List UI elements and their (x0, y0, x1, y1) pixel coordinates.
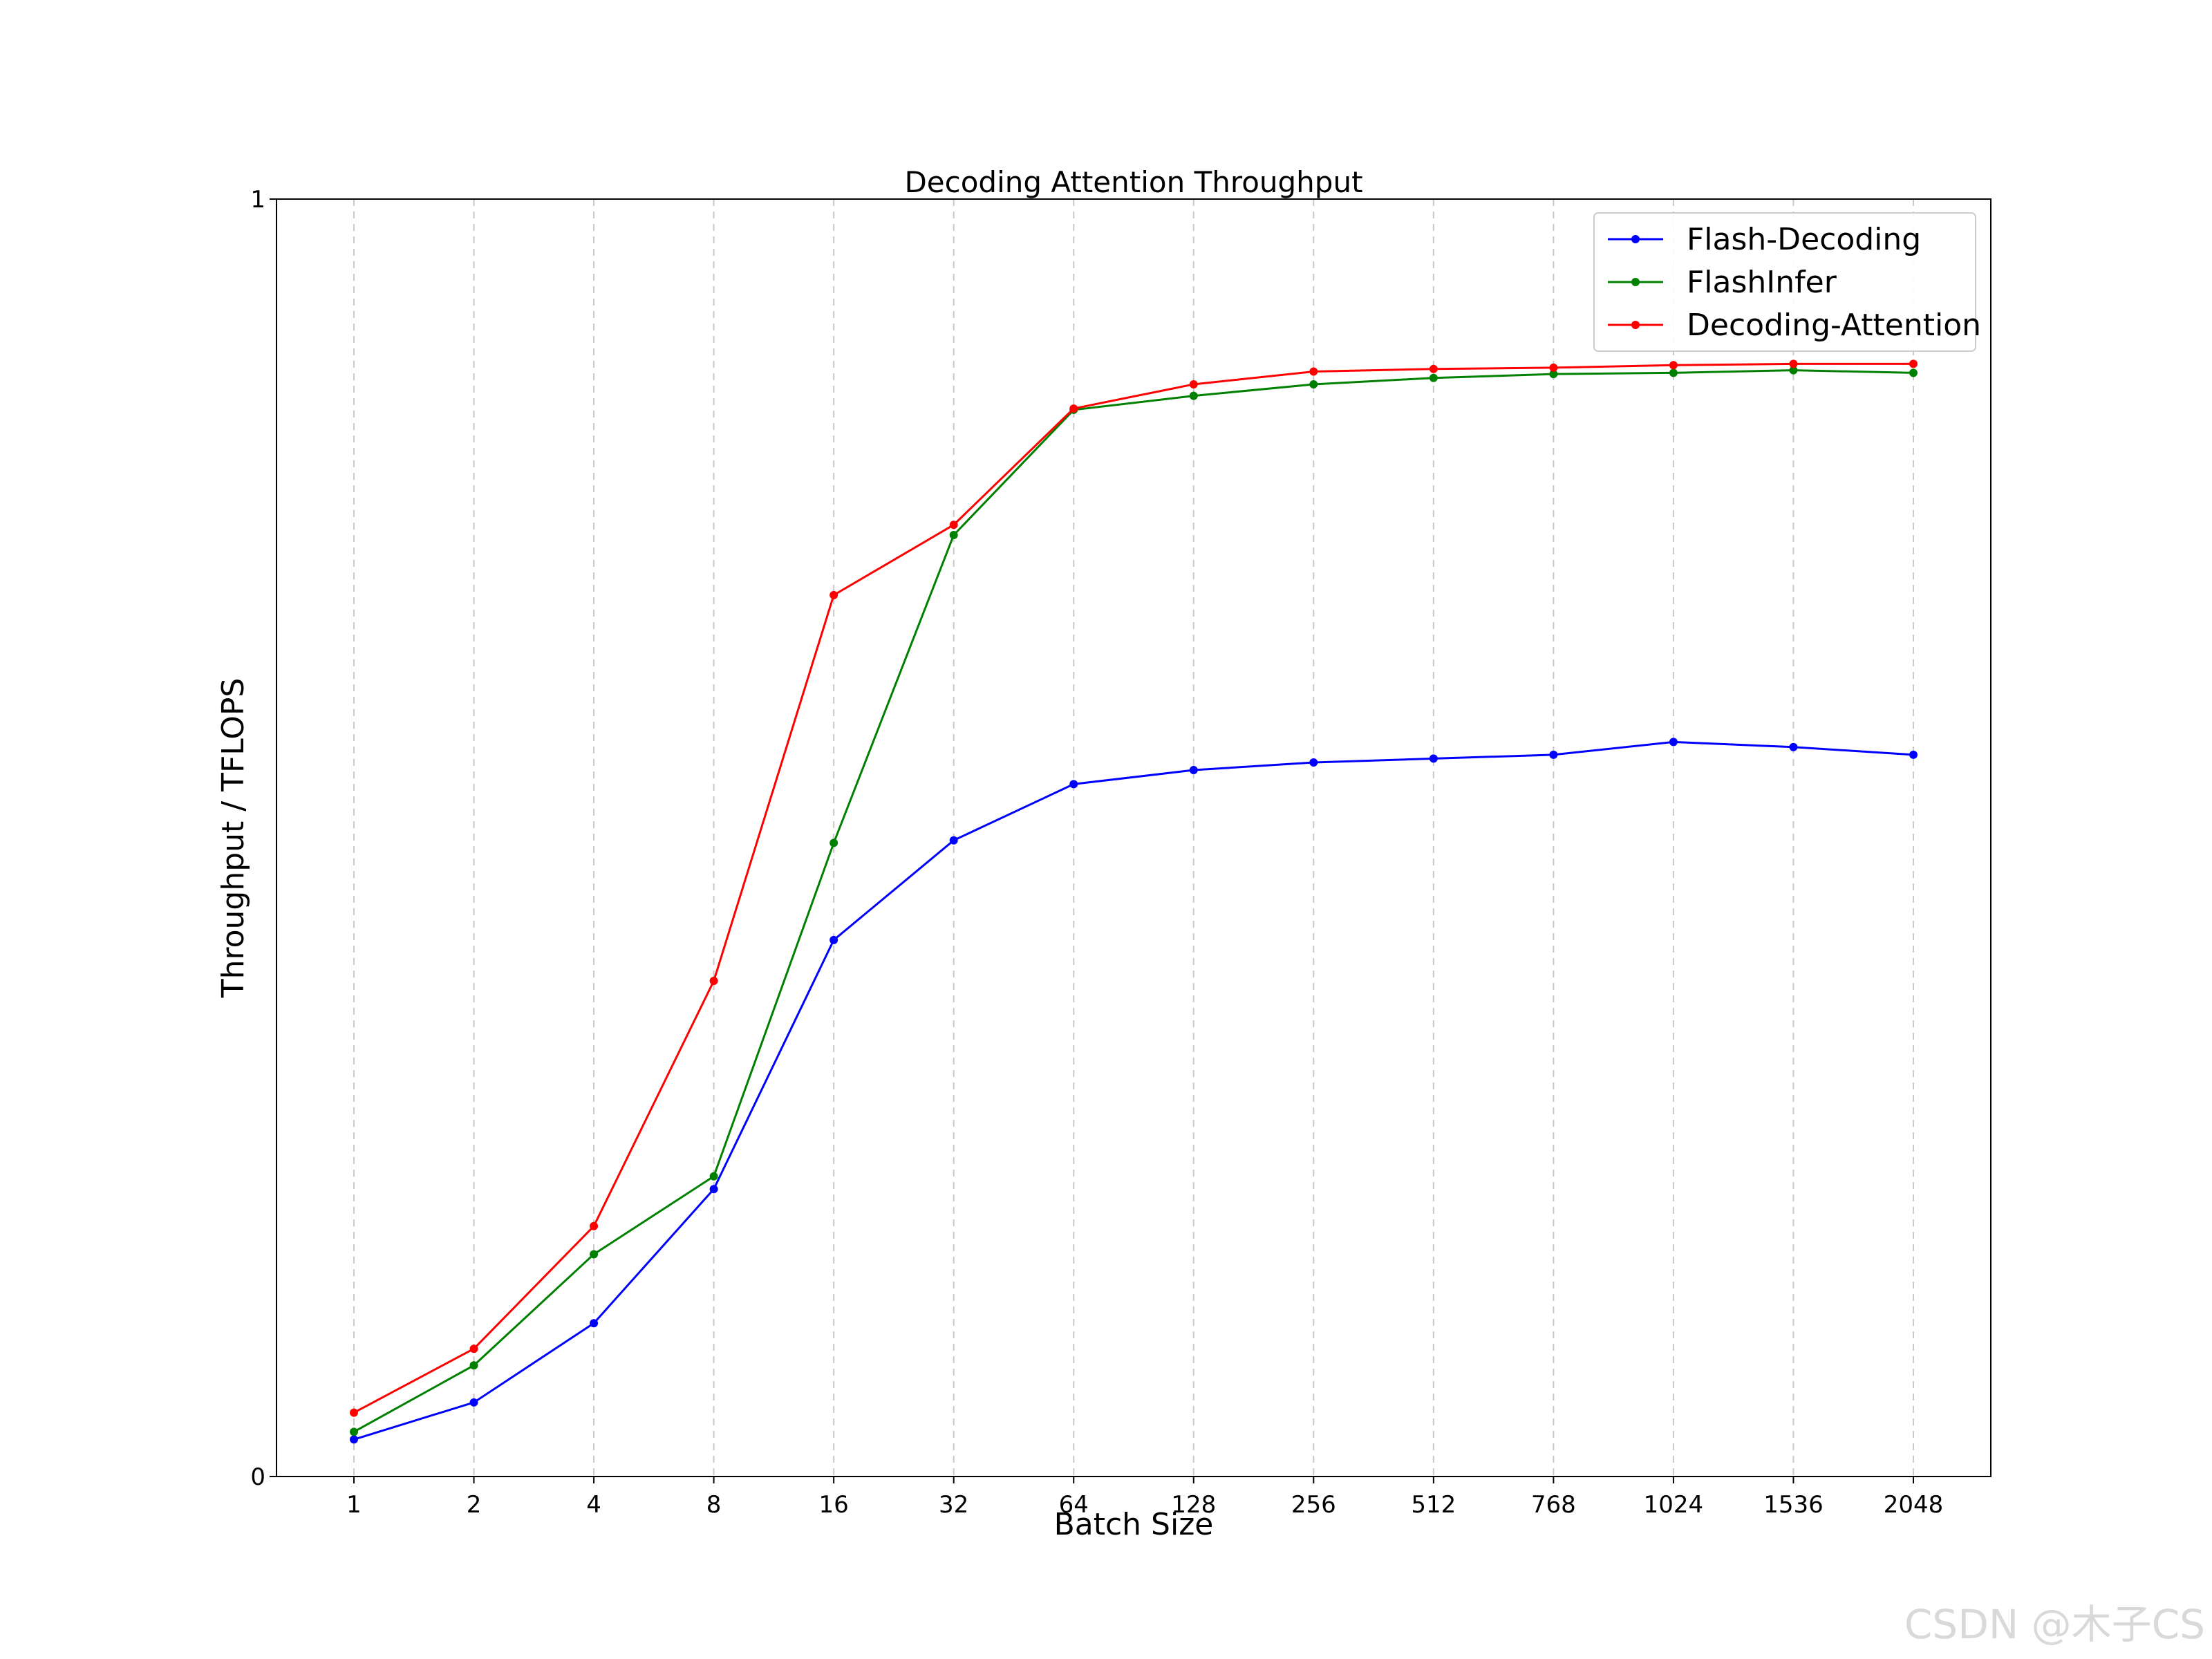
data-point-flash-decoding (1549, 750, 1558, 759)
data-point-flashinfer (590, 1250, 599, 1259)
legend-label: Decoding-Attention (1687, 308, 1981, 343)
series-line-flashinfer (353, 369, 1914, 1433)
data-point-decoding-attention (469, 1344, 478, 1353)
legend-item-flash-decoding: Flash-Decoding (1608, 222, 1921, 257)
data-point-flash-decoding (1789, 742, 1798, 751)
x-tick-label: 128 (1171, 1491, 1216, 1519)
data-point-flashinfer (1669, 368, 1678, 377)
data-point-decoding-attention (1189, 379, 1198, 388)
x-tick-label: 1 (346, 1491, 362, 1519)
axis-ticks: 1 2 4 8 16 32 64 128 256 512 768 1024 1536 2048 0 1 (250, 186, 1943, 1519)
data-point-flash-decoding (1669, 738, 1678, 747)
data-point-flash-decoding (350, 1435, 358, 1444)
data-point-flashinfer (1909, 368, 1918, 377)
x-tick-label: 256 (1291, 1491, 1336, 1519)
legend-label: Flash-Decoding (1687, 222, 1921, 257)
data-point-decoding-attention (830, 590, 838, 599)
legend: Flash-Decoding FlashInfer Decoding-Attenti… (1593, 212, 1981, 352)
x-tick-label: 4 (586, 1491, 601, 1519)
data-point-flash-decoding (1309, 758, 1318, 767)
data-point-decoding-attention (1309, 367, 1318, 376)
data-point-decoding-attention (1909, 359, 1918, 368)
data-point-flashinfer (350, 1427, 358, 1436)
data-point-flashinfer (1309, 379, 1318, 388)
data-point-flashinfer (949, 531, 958, 540)
data-point-flash-decoding (709, 1185, 718, 1194)
legend-label: FlashInfer (1687, 265, 1837, 300)
y-tick-label: 0 (250, 1463, 265, 1491)
legend-item-flashinfer: FlashInfer (1608, 265, 1837, 300)
series-line-decoding-attention (353, 362, 1913, 1414)
y-tick-label: 1 (250, 186, 265, 214)
data-point-decoding-attention (709, 976, 718, 985)
x-tick-label: 1024 (1644, 1491, 1704, 1519)
series-lines (350, 359, 1918, 1444)
x-tick-label: 16 (819, 1491, 849, 1519)
data-point-flashinfer (1189, 391, 1198, 400)
legend-marker (1631, 278, 1640, 286)
x-tick-label: 2048 (1884, 1491, 1944, 1519)
data-point-flash-decoding (949, 836, 958, 845)
data-point-flashinfer (1789, 366, 1798, 375)
data-point-flash-decoding (830, 935, 838, 944)
x-tick-label: 32 (939, 1491, 968, 1519)
data-point-flashinfer (1549, 370, 1558, 379)
data-point-flashinfer (830, 838, 838, 847)
watermark: CSDN @木子CS (1904, 1601, 2205, 1648)
x-tick-label: 1536 (1763, 1491, 1824, 1519)
data-point-decoding-attention (350, 1408, 358, 1417)
data-point-flashinfer (469, 1361, 478, 1370)
legend-marker (1631, 235, 1640, 243)
x-tick-label: 2 (467, 1491, 482, 1519)
data-point-decoding-attention (1069, 404, 1078, 413)
data-point-flash-decoding (1429, 754, 1438, 763)
data-point-flash-decoding (1069, 780, 1078, 789)
x-tick-label: 512 (1411, 1491, 1456, 1519)
data-point-flash-decoding (1909, 750, 1918, 759)
data-point-decoding-attention (949, 521, 958, 529)
grid (353, 199, 1914, 1477)
series-flash-decoding (350, 738, 1918, 1444)
y-axis-label: Throughput / TFLOPS (216, 678, 251, 999)
data-point-decoding-attention (590, 1221, 599, 1230)
data-point-decoding-attention (1429, 364, 1438, 373)
x-tick-label: 64 (1059, 1491, 1089, 1519)
series-line-flash-decoding (353, 740, 1914, 1441)
x-tick-label: 8 (706, 1491, 722, 1519)
legend-item-decoding-attention: Decoding-Attention (1608, 308, 1981, 343)
data-point-flashinfer (1429, 373, 1438, 382)
data-point-flash-decoding (1189, 766, 1198, 775)
plot-area-frame (276, 198, 1991, 1477)
data-point-flashinfer (709, 1172, 718, 1181)
data-point-flash-decoding (469, 1398, 478, 1407)
data-point-flash-decoding (590, 1319, 599, 1328)
series-decoding-attention (350, 359, 1918, 1417)
legend-marker (1631, 321, 1640, 329)
series-flashinfer (350, 366, 1918, 1436)
data-point-decoding-attention (1669, 361, 1678, 370)
x-axis-label: Batch Size (1054, 1507, 1214, 1542)
data-point-decoding-attention (1789, 359, 1798, 368)
x-tick-label: 768 (1531, 1491, 1576, 1519)
data-point-decoding-attention (1549, 363, 1558, 372)
chart-title: Decoding Attention Throughput (904, 165, 1362, 199)
